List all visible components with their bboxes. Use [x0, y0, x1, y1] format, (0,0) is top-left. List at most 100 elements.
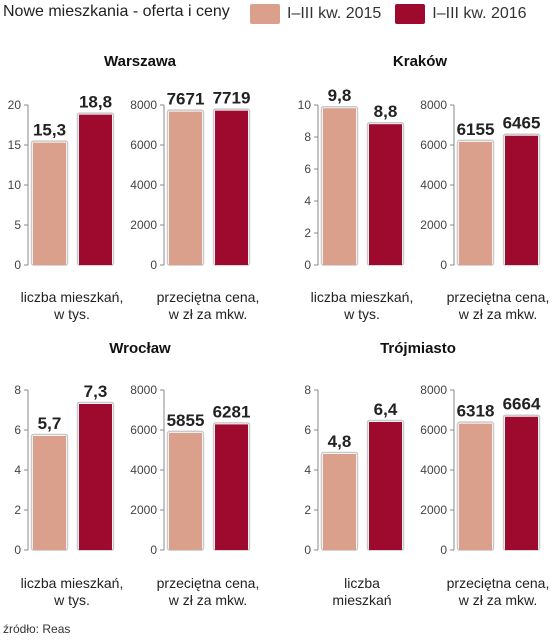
city-2-panel-0-data-label-0: 5,7 — [38, 414, 62, 433]
city-3-title: Trójmiasto — [380, 340, 456, 357]
city-1-panel-1-bar-0 — [459, 141, 492, 265]
city-3-panel-0-bar-1 — [369, 422, 402, 550]
city-1-panel-0-data-label-1: 8,8 — [374, 102, 398, 121]
city-0-panel-1-y-tick-label-3: 6000 — [130, 138, 157, 152]
source-note: źródło: Reas — [3, 622, 71, 636]
city-1-panel-0-y-tick-label-1: 2 — [304, 226, 311, 240]
legend-label-2015: I–III kw. 2015 — [287, 5, 382, 22]
city-0-panel-0-y-tick-label-1: 5 — [14, 218, 21, 232]
city-1-title: Kraków — [393, 53, 448, 70]
city-1-panel-0-y-tick-label-4: 8 — [304, 130, 311, 144]
city-2-panel-0-y-tick-label-0: 0 — [14, 543, 21, 557]
city-0-panel-1-y-tick-label-4: 8000 — [130, 98, 157, 112]
city-3-panel-0-y-tick-label-3: 6 — [304, 423, 311, 437]
city-3-panel-1-metric-label-1: w zł za mkw. — [458, 592, 538, 608]
city-1-panel-1-metric-label-0: przeciętna cena, — [447, 289, 550, 305]
city-2-panel-0-y-tick-label-3: 6 — [14, 423, 21, 437]
city-0-panel-1-data-label-0: 7671 — [167, 90, 205, 109]
city-0-panel-0-metric-label-1: w tys. — [53, 306, 90, 322]
city-2-panel-0-y-tick-label-4: 8 — [14, 383, 21, 397]
city-1-panel-1-y-tick-label-4: 8000 — [420, 98, 447, 112]
city-1-panel-0-y-tick-label-5: 10 — [298, 98, 312, 112]
city-1-panel-1-data-label-1: 6465 — [503, 114, 541, 133]
city-0-panel-1-bar-1 — [215, 110, 248, 266]
city-0-panel-1-metric-label-0: przeciętna cena, — [157, 289, 260, 305]
city-0-panel-0-bar-1 — [79, 114, 112, 265]
city-3-panel-0-y-tick-label-1: 2 — [304, 503, 311, 517]
city-2-panel-1-metric-label-0: przeciętna cena, — [157, 575, 260, 591]
city-0-panel-0-bar-0 — [33, 142, 66, 265]
city-1-panel-0-y-tick-label-0: 0 — [304, 258, 311, 272]
city-0-panel-0-y-tick-label-4: 20 — [8, 98, 22, 112]
city-2-panel-1-y-tick-label-2: 4000 — [130, 463, 157, 477]
city-0-panel-0-data-label-1: 18,8 — [79, 93, 112, 112]
city-3-panel-0-y-tick-label-4: 8 — [304, 383, 311, 397]
city-0-panel-0-data-label-0: 15,3 — [33, 121, 66, 140]
city-1-panel-0-metric-label-1: w tys. — [343, 306, 380, 322]
city-3-panel-1-data-label-0: 6318 — [457, 402, 495, 421]
city-3-panel-1-y-tick-label-0: 0 — [440, 543, 447, 557]
city-0-panel-0-y-tick-label-2: 10 — [8, 178, 22, 192]
legend-item-2015: I–III kw. 2015 — [250, 4, 381, 24]
city-2-panel-0-metric-label-1: w tys. — [53, 592, 90, 608]
city-2-panel-1-data-label-0: 5855 — [167, 411, 205, 430]
city-2-panel-1-data-label-1: 6281 — [213, 402, 251, 421]
city-2-panel-1-bar-1 — [215, 424, 248, 550]
city-2-panel-0-y-tick-label-2: 4 — [14, 463, 21, 477]
city-1-panel-1-y-tick-label-0: 0 — [440, 258, 447, 272]
chart-title: Nowe mieszkania - oferta i ceny — [3, 3, 230, 20]
city-0-panel-0-y-tick-label-3: 15 — [8, 138, 22, 152]
city-2-panel-1-y-tick-label-4: 8000 — [130, 383, 157, 397]
city-0-panel-1-data-label-1: 7719 — [213, 89, 251, 108]
city-2-panel-1-metric-label-1: w zł za mkw. — [168, 592, 248, 608]
city-0-panel-1-y-tick-label-0: 0 — [150, 258, 157, 272]
city-2-panel-1-y-tick-label-0: 0 — [150, 543, 157, 557]
city-2-panel-0-y-tick-label-1: 2 — [14, 503, 21, 517]
city-0-panel-1-y-tick-label-2: 4000 — [130, 178, 157, 192]
city-0-panel-1-y-tick-label-1: 2000 — [130, 218, 157, 232]
city-1-panel-0-y-tick-label-2: 4 — [304, 194, 311, 208]
city-3-panel-1-y-tick-label-1: 2000 — [420, 503, 447, 517]
city-3-panel-0-data-label-0: 4,8 — [328, 432, 352, 451]
legend-swatch-2015 — [250, 4, 280, 24]
city-2-panel-0-metric-label-0: liczba mieszkań, — [21, 575, 124, 591]
city-3-panel-0-data-label-1: 6,4 — [374, 400, 398, 419]
legend-item-2016: I–III kw. 2016 — [395, 4, 527, 24]
city-0-panel-1-bar-0 — [169, 111, 202, 265]
city-1-panel-0-y-tick-label-3: 6 — [304, 162, 311, 176]
city-1-panel-1-bar-1 — [505, 135, 538, 265]
city-3-panel-1-data-label-1: 6664 — [503, 395, 541, 414]
city-1-panel-1-data-label-0: 6155 — [457, 120, 495, 139]
legend-swatch-2016 — [395, 4, 426, 24]
city-0-panel-0-y-tick-label-0: 0 — [14, 258, 21, 272]
city-2-panel-0-data-label-1: 7,3 — [84, 382, 108, 401]
city-1-panel-1-metric-label-1: w zł za mkw. — [458, 306, 538, 322]
city-3-panel-1-bar-0 — [459, 423, 492, 550]
city-0-title: Warszawa — [104, 53, 177, 70]
city-1-panel-0-metric-label-0: liczba mieszkań, — [311, 289, 414, 305]
city-1-panel-0-data-label-0: 9,8 — [328, 86, 352, 105]
city-3-panel-1-bar-1 — [505, 416, 538, 550]
city-3-panel-1-y-tick-label-3: 6000 — [420, 423, 447, 437]
city-3-panel-0-metric-label-1: mieszkań — [332, 592, 391, 608]
city-0-panel-0-metric-label-0: liczba mieszkań, — [21, 289, 124, 305]
city-3-panel-0-bar-0 — [323, 454, 356, 550]
city-2-panel-1-y-tick-label-3: 6000 — [130, 423, 157, 437]
city-3-panel-0-y-tick-label-0: 0 — [304, 543, 311, 557]
city-3-panel-0-metric-label-0: liczba — [344, 575, 380, 591]
legend: I–III kw. 2015 I–III kw. 2016 — [250, 4, 541, 24]
city-2-panel-0-bar-0 — [33, 436, 66, 550]
city-1-panel-1-y-tick-label-3: 6000 — [420, 138, 447, 152]
city-2-panel-1-y-tick-label-1: 2000 — [130, 503, 157, 517]
city-1-panel-1-y-tick-label-1: 2000 — [420, 218, 447, 232]
city-3-panel-1-y-tick-label-2: 4000 — [420, 463, 447, 477]
city-2-panel-0-bar-1 — [79, 404, 112, 550]
city-1-panel-0-bar-1 — [369, 124, 402, 265]
city-2-panel-1-bar-0 — [169, 432, 202, 550]
city-3-panel-1-metric-label-0: przeciętna cena, — [447, 575, 550, 591]
city-3-panel-1-y-tick-label-4: 8000 — [420, 383, 447, 397]
city-2-title: Wrocław — [109, 340, 171, 357]
city-1-panel-0-bar-0 — [323, 108, 356, 265]
city-1-panel-1-y-tick-label-2: 4000 — [420, 178, 447, 192]
